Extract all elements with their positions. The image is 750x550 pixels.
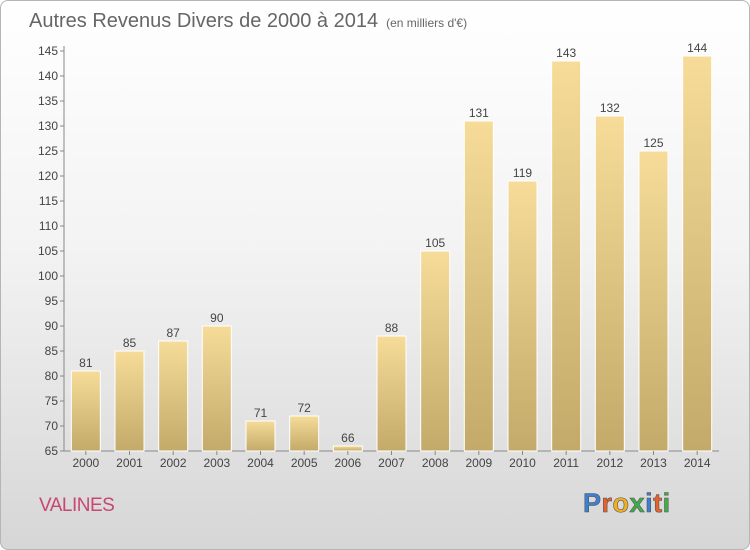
y-tick-label: 105 — [38, 244, 58, 258]
data-label: 72 — [297, 401, 311, 415]
x-tick-label: 2014 — [684, 456, 711, 470]
data-label: 81 — [79, 356, 93, 370]
data-label: 132 — [600, 101, 620, 115]
bar — [507, 180, 538, 452]
logo-letter: P — [583, 488, 602, 519]
data-label: 85 — [123, 336, 137, 350]
bar — [114, 350, 145, 452]
y-tick-label: 140 — [38, 69, 58, 83]
bar — [332, 445, 363, 452]
logo-letter: i — [662, 488, 671, 519]
logo-letter: x — [629, 488, 646, 519]
bar — [551, 60, 582, 452]
chart-subtitle: (en milliers d'€) — [386, 16, 468, 30]
logo-letter: i — [645, 488, 654, 519]
data-label: 71 — [254, 406, 268, 420]
data-label: 119 — [513, 166, 532, 180]
data-label: 125 — [643, 136, 663, 150]
bar — [638, 150, 669, 452]
logo-letter: t — [653, 488, 663, 519]
data-label: 87 — [166, 326, 180, 340]
y-tick-label: 110 — [39, 219, 58, 233]
bar — [420, 250, 451, 452]
x-tick-label: 2003 — [203, 456, 230, 470]
y-tick-label: 120 — [38, 169, 58, 183]
logo-letter: r — [601, 488, 613, 519]
y-tick-label: 90 — [45, 319, 59, 333]
x-tick-label: 2006 — [334, 456, 361, 470]
x-tick-label: 2011 — [553, 456, 579, 470]
data-label: 88 — [385, 321, 399, 335]
x-tick-label: 2002 — [160, 456, 187, 470]
y-tick-label: 100 — [38, 269, 58, 283]
bar — [245, 420, 276, 452]
bar — [289, 415, 320, 452]
x-tick-label: 2012 — [596, 456, 623, 470]
chart-title: Autres Revenus Divers de 2000 à 2014 — [29, 10, 379, 32]
x-tick-label: 2004 — [247, 456, 274, 470]
data-label: 143 — [556, 46, 576, 60]
x-tick-label: 2007 — [378, 456, 405, 470]
bar — [376, 335, 407, 452]
proxiti-logo: Proxiti — [583, 488, 671, 519]
data-label: 66 — [341, 431, 355, 445]
data-label: 105 — [425, 236, 445, 250]
y-tick-label: 70 — [45, 419, 59, 433]
y-tick-label: 65 — [45, 444, 59, 458]
x-tick-label: 2010 — [509, 456, 536, 470]
data-label: 131 — [469, 106, 489, 120]
x-tick-label: 2005 — [291, 456, 318, 470]
bar — [201, 325, 232, 452]
logo-letter: o — [612, 488, 630, 519]
x-tick-label: 2008 — [422, 456, 449, 470]
chart-title-block: Autres Revenus Divers de 2000 à 2014 (en … — [29, 10, 467, 33]
data-label: 144 — [687, 41, 707, 55]
y-tick-label: 115 — [39, 194, 58, 208]
bar — [463, 120, 494, 452]
bar — [70, 370, 101, 452]
bar — [594, 115, 625, 452]
x-tick-label: 2013 — [640, 456, 667, 470]
place-name: VALINES — [39, 495, 115, 516]
x-tick-label: 2009 — [465, 456, 492, 470]
y-tick-label: 130 — [38, 119, 58, 133]
y-tick-label: 125 — [38, 144, 58, 158]
y-tick-label: 85 — [45, 344, 59, 358]
y-tick-label: 145 — [38, 44, 58, 58]
y-tick-label: 80 — [45, 369, 59, 383]
bar — [682, 55, 713, 452]
x-tick-label: 2000 — [72, 456, 99, 470]
y-tick-label: 135 — [38, 94, 58, 108]
x-tick-label: 2001 — [116, 456, 143, 470]
bar — [158, 340, 189, 452]
data-label: 90 — [210, 311, 224, 325]
y-tick-label: 95 — [45, 294, 59, 308]
y-tick-label: 75 — [45, 394, 59, 408]
